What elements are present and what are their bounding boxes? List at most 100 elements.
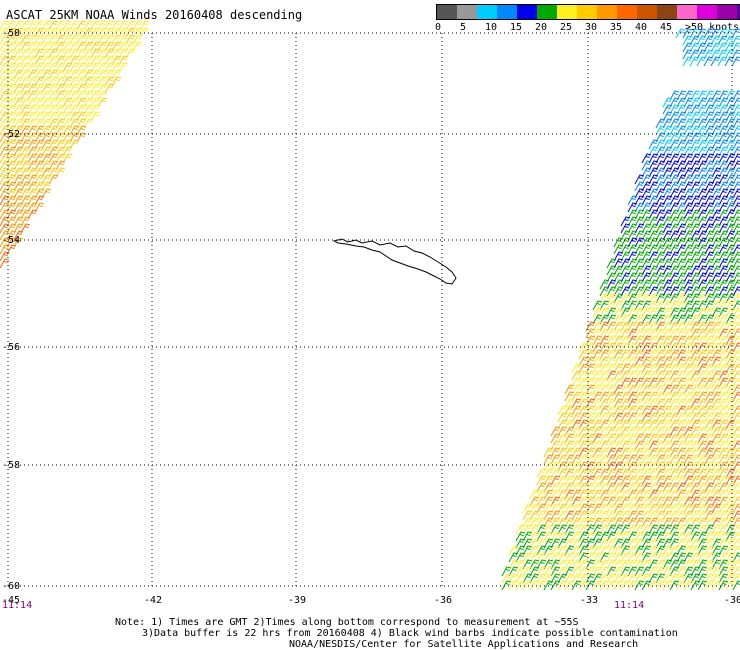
wind-barb: [669, 419, 680, 430]
wind-barb: [718, 454, 729, 465]
wind-barb: [641, 573, 652, 584]
wind-barb: [669, 496, 680, 507]
wind-barb: [725, 524, 736, 535]
wind-barb: [599, 489, 610, 500]
wind-barb: [606, 377, 617, 388]
wind-barb: [676, 230, 687, 241]
wind-barb: [0, 209, 10, 220]
wind-barb: [627, 370, 638, 381]
wind-barb: [564, 454, 575, 465]
wind-barb: [536, 475, 547, 486]
wind-barb: [718, 426, 729, 437]
wind-barb: [627, 391, 638, 402]
wind-barb: [718, 258, 729, 269]
wind-barb: [718, 566, 729, 577]
wind-barb: [669, 167, 680, 178]
wind-barb: [550, 552, 561, 563]
wind-barb: [13, 209, 24, 220]
wind-barb: [585, 440, 596, 451]
wind-barb: [690, 419, 701, 430]
wind-barb: [683, 167, 694, 178]
wind-barb: [69, 20, 80, 31]
wind-barb: [634, 286, 645, 297]
wind-barb: [683, 580, 694, 591]
wind-barb: [669, 174, 680, 185]
wind-barb: [20, 216, 31, 227]
wind-barb: [571, 510, 582, 521]
wind-barb: [104, 55, 115, 66]
wind-barb: [697, 195, 708, 206]
wind-barb: [69, 27, 80, 38]
wind-barb: [648, 314, 659, 325]
wind-barb: [662, 174, 673, 185]
wind-barb: [676, 503, 687, 514]
wind-barb: [704, 111, 715, 122]
wind-barb: [599, 566, 610, 577]
wind-barb: [676, 363, 687, 374]
wind-barb: [669, 398, 680, 409]
wind-barb: [76, 41, 87, 52]
wind-barb: [662, 356, 673, 367]
wind-barb: [697, 419, 708, 430]
wind-barb: [718, 216, 729, 227]
wind-barb: [648, 496, 659, 507]
wind-barb: [683, 391, 694, 402]
wind-barb: [690, 300, 701, 311]
wind-barb: [704, 356, 715, 367]
wind-barb: [599, 510, 610, 521]
wind-barb: [557, 524, 568, 535]
wind-barb: [683, 475, 694, 486]
wind-barb: [641, 265, 652, 276]
wind-barb: [662, 258, 673, 269]
wind-barb: [676, 160, 687, 171]
wind-barb: [718, 517, 729, 528]
wind-barb: [606, 272, 617, 283]
wind-barb: [655, 286, 666, 297]
wind-barb: [683, 314, 694, 325]
wind-barb: [641, 566, 652, 577]
wind-barb: [111, 62, 122, 73]
wind-barb: [634, 517, 645, 528]
wind-barb: [20, 202, 31, 213]
wind-barb: [717, 35, 728, 46]
wind-barb: [536, 538, 547, 549]
wind-barb: [564, 447, 575, 458]
wind-barb: [620, 328, 631, 339]
wind-barb: [718, 545, 729, 556]
wind-barb: [501, 573, 512, 584]
wind-barb: [578, 454, 589, 465]
wind-barb: [27, 34, 38, 45]
wind-barb: [718, 384, 729, 395]
wind-barb: [0, 111, 10, 122]
wind-barb: [104, 62, 115, 73]
wind-barb: [620, 377, 631, 388]
wind-barb: [697, 111, 708, 122]
wind-barb: [20, 62, 31, 73]
wind-barb: [648, 307, 659, 318]
wind-barb: [111, 76, 122, 87]
latitude-label: -54: [2, 235, 20, 246]
wind-barb: [627, 328, 638, 339]
wind-barb: [711, 146, 722, 157]
wind-barb: [627, 489, 638, 500]
wind-barb: [83, 62, 94, 73]
wind-barb: [669, 517, 680, 528]
wind-barb: [718, 328, 729, 339]
wind-barb: [578, 468, 589, 479]
wind-barb: [662, 230, 673, 241]
wind-barb: [613, 398, 624, 409]
wind-barb: [662, 545, 673, 556]
wind-barb: [97, 90, 108, 101]
wind-barb: [41, 41, 52, 52]
wind-barb: [710, 35, 721, 46]
wind-barb: [27, 62, 38, 73]
wind-barb: [641, 286, 652, 297]
wind-barb: [13, 76, 24, 87]
wind-barb: [669, 524, 680, 535]
wind-barb: [704, 125, 715, 136]
wind-barb: [515, 545, 526, 556]
wind-barb: [634, 230, 645, 241]
wind-barb: [125, 27, 136, 38]
wind-barb: [641, 370, 652, 381]
wind-barb: [69, 111, 80, 122]
